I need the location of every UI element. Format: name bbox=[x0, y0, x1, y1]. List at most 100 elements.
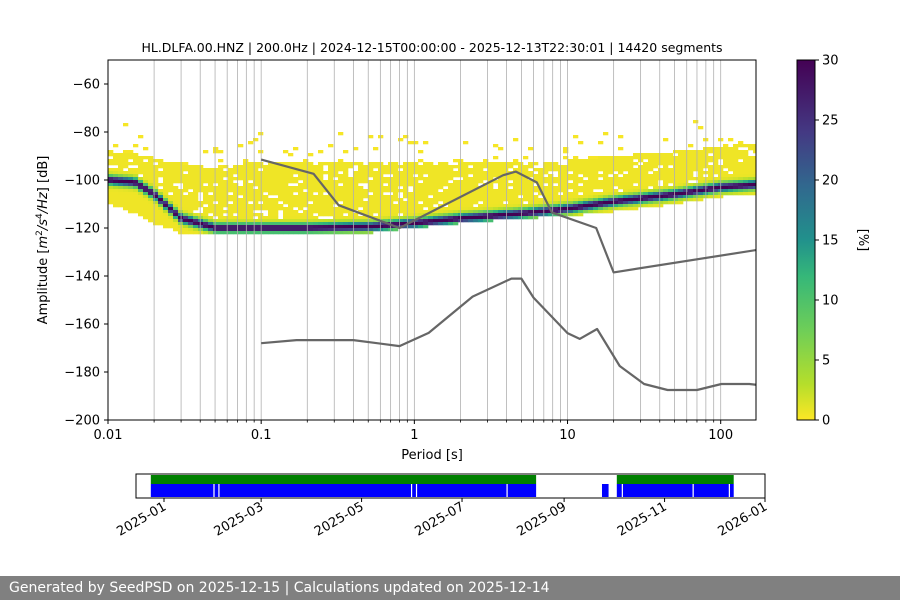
psd-cell bbox=[423, 192, 429, 196]
psd-cell bbox=[158, 210, 164, 214]
psd-cell bbox=[193, 192, 199, 196]
psd-cell bbox=[143, 186, 149, 190]
psd-cell bbox=[453, 216, 459, 220]
psd-cell bbox=[548, 195, 554, 199]
psd-cell bbox=[408, 177, 414, 181]
psd-cell bbox=[233, 219, 239, 223]
psd-cell bbox=[693, 120, 699, 124]
psd-cell bbox=[233, 231, 239, 235]
coverage-bar bbox=[601, 484, 609, 497]
psd-cell bbox=[393, 168, 399, 172]
psd-cell bbox=[203, 219, 209, 223]
psd-cell bbox=[428, 216, 434, 220]
psd-cell bbox=[198, 171, 204, 175]
psd-cell bbox=[228, 198, 234, 202]
timeline-tick-label: 2025-09 bbox=[515, 499, 570, 539]
psd-cell bbox=[543, 204, 549, 208]
psd-cell bbox=[698, 156, 704, 160]
psd-cell bbox=[533, 216, 539, 220]
psd-cell bbox=[383, 168, 389, 172]
psd-cell bbox=[653, 195, 659, 199]
psd-cell bbox=[453, 210, 459, 214]
psd-cell bbox=[473, 189, 479, 193]
psd-cell bbox=[428, 180, 434, 184]
psd-cell bbox=[123, 162, 129, 166]
psd-cell bbox=[258, 207, 264, 211]
footer: Generated by SeedPSD on 2025-12-15 | Cal… bbox=[0, 576, 900, 600]
psd-cell bbox=[743, 168, 749, 172]
psd-cell bbox=[173, 213, 179, 217]
psd-cell bbox=[498, 192, 504, 196]
psd-cell bbox=[298, 204, 304, 208]
psd-cell bbox=[113, 177, 119, 181]
psd-cell bbox=[228, 189, 234, 193]
psd-cell bbox=[688, 144, 694, 148]
psd-cell bbox=[218, 207, 224, 211]
psd-cell bbox=[168, 195, 174, 199]
psd-cell bbox=[573, 186, 579, 190]
psd-cell bbox=[493, 156, 499, 160]
psd-cell bbox=[533, 162, 539, 166]
psd-cell bbox=[188, 231, 194, 235]
psd-cell bbox=[193, 180, 199, 184]
psd-cell bbox=[398, 204, 404, 208]
psd-cell bbox=[508, 192, 514, 196]
psd-cell bbox=[258, 213, 264, 217]
psd-cell bbox=[753, 144, 756, 148]
psd-cell bbox=[148, 213, 154, 217]
psd-cell bbox=[518, 168, 524, 172]
psd-cell bbox=[548, 177, 554, 181]
psd-cell bbox=[678, 165, 684, 169]
psd-cell bbox=[668, 177, 674, 181]
psd-cell bbox=[258, 150, 264, 154]
psd-cell bbox=[343, 174, 349, 178]
psd-cell bbox=[188, 177, 194, 181]
psd-cell bbox=[483, 171, 489, 175]
psd-cell bbox=[368, 186, 374, 190]
psd-cell bbox=[303, 159, 309, 163]
psd-cell bbox=[623, 165, 629, 169]
psd-cell bbox=[288, 168, 294, 172]
psd-cell bbox=[603, 180, 609, 184]
psd-cell bbox=[343, 168, 349, 172]
psd-cell bbox=[498, 195, 504, 199]
psd-cell bbox=[258, 165, 264, 169]
psd-cell bbox=[503, 210, 509, 214]
psd-cell bbox=[353, 183, 359, 187]
psd-cell bbox=[228, 180, 234, 184]
psd-cell bbox=[288, 177, 294, 181]
psd-cell bbox=[573, 192, 579, 196]
psd-cell bbox=[583, 192, 589, 196]
psd-cell bbox=[423, 177, 429, 181]
psd-cell bbox=[698, 153, 704, 157]
psd-cell bbox=[618, 195, 624, 199]
psd-cell bbox=[738, 183, 744, 187]
psd-cell bbox=[213, 150, 219, 154]
psd-cell bbox=[133, 198, 139, 202]
psd-cell bbox=[373, 162, 379, 166]
psd-cell bbox=[683, 159, 689, 163]
psd-cell bbox=[368, 219, 374, 223]
psd-cell bbox=[138, 183, 144, 187]
psd-cell bbox=[118, 186, 124, 190]
psd-cell bbox=[373, 189, 379, 193]
psd-cell bbox=[113, 156, 119, 160]
psd-cell bbox=[368, 189, 374, 193]
psd-cell bbox=[588, 207, 594, 211]
psd-cell bbox=[498, 186, 504, 190]
psd-cell bbox=[213, 231, 219, 235]
psd-cell bbox=[693, 195, 699, 199]
psd-cell bbox=[593, 171, 599, 175]
psd-cell bbox=[478, 198, 484, 202]
psd-cell bbox=[578, 207, 584, 211]
psd-cell bbox=[128, 162, 134, 166]
psd-cell bbox=[128, 177, 134, 181]
psd-cell bbox=[443, 183, 449, 187]
psd-cell bbox=[198, 231, 204, 235]
psd-cell bbox=[293, 147, 299, 151]
psd-cell bbox=[328, 228, 334, 232]
psd-cell bbox=[353, 162, 359, 166]
psd-cell bbox=[728, 168, 734, 172]
psd-cell bbox=[118, 201, 124, 205]
psd-cell bbox=[268, 231, 274, 235]
